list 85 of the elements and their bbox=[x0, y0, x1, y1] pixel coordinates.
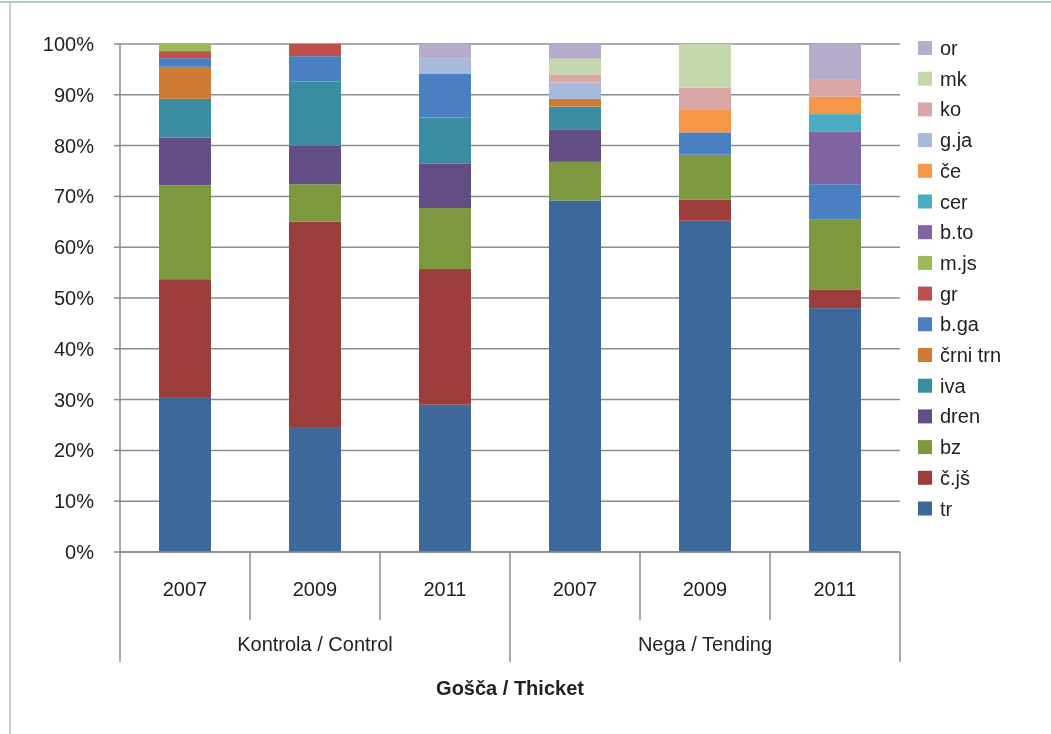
legend-label: dren bbox=[940, 405, 981, 428]
bar bbox=[289, 81, 341, 146]
y-tick-label: 70% bbox=[53, 185, 95, 208]
x-tick-label: 2007 bbox=[162, 578, 208, 600]
legend-label: b.to bbox=[940, 221, 974, 244]
x-tick-label: 2011 bbox=[813, 578, 857, 600]
legend-label: gr bbox=[940, 282, 959, 305]
legend-label: črni trn bbox=[940, 344, 1002, 366]
bar bbox=[419, 117, 471, 164]
bar bbox=[159, 98, 211, 138]
y-tick-label: 60% bbox=[53, 236, 95, 259]
y-tick-label: 50% bbox=[53, 287, 95, 309]
y-tick-label: 20% bbox=[53, 439, 95, 462]
bar bbox=[679, 87, 731, 111]
bar bbox=[289, 145, 341, 185]
y-tick-label: 90% bbox=[53, 83, 95, 106]
legend-label: or bbox=[940, 37, 959, 59]
bar bbox=[809, 219, 861, 290]
legend-label: če bbox=[940, 159, 962, 182]
legend-label: g.ja bbox=[940, 129, 974, 152]
bar bbox=[549, 74, 601, 83]
bar bbox=[679, 44, 731, 88]
bar bbox=[419, 163, 471, 209]
bar bbox=[549, 161, 601, 201]
text: Kontrola / Control bbox=[237, 633, 393, 655]
x-tick-label: 2011 bbox=[423, 578, 467, 600]
bar bbox=[549, 106, 601, 130]
bar bbox=[159, 66, 211, 99]
bar bbox=[679, 220, 731, 552]
bar bbox=[419, 269, 471, 405]
bar bbox=[159, 397, 211, 552]
bar bbox=[289, 184, 341, 222]
bar bbox=[289, 221, 341, 428]
legend-label: bz bbox=[940, 436, 962, 459]
y-tick-label: 80% bbox=[53, 134, 95, 157]
bar bbox=[809, 44, 861, 80]
legend-label: b.ga bbox=[940, 313, 980, 336]
bar bbox=[419, 58, 471, 74]
bar bbox=[419, 73, 471, 118]
x-tick-label: 2007 bbox=[552, 578, 598, 600]
bar bbox=[809, 308, 861, 552]
legend-label: mk bbox=[940, 67, 968, 90]
legend-label: ko bbox=[940, 98, 962, 121]
bar bbox=[679, 110, 731, 133]
bar bbox=[549, 44, 601, 59]
bar bbox=[809, 184, 861, 220]
bar bbox=[809, 114, 861, 132]
bar bbox=[549, 58, 601, 75]
bar bbox=[289, 56, 341, 82]
legend-label: cer bbox=[940, 190, 969, 213]
bar bbox=[289, 44, 341, 57]
x-tick-label: 2009 bbox=[292, 578, 338, 600]
y-tick-label: 10% bbox=[53, 490, 95, 513]
bar bbox=[809, 79, 861, 97]
x-tick-label: 2009 bbox=[682, 578, 728, 600]
legend-label: m.js bbox=[940, 251, 977, 274]
bar bbox=[159, 58, 211, 67]
y-tick-label: 100% bbox=[42, 33, 95, 55]
bar bbox=[419, 404, 471, 552]
bar bbox=[159, 185, 211, 280]
text: Nega / Tending bbox=[637, 633, 773, 655]
bar bbox=[549, 129, 601, 162]
legend-label: iva bbox=[940, 374, 967, 397]
x-axis-title: Gošča / Thicket bbox=[436, 677, 585, 699]
y-tick-label: 0% bbox=[65, 541, 95, 563]
bar bbox=[679, 132, 731, 155]
bar bbox=[159, 51, 211, 59]
bar bbox=[419, 208, 471, 270]
bar bbox=[159, 44, 211, 52]
bar bbox=[679, 199, 731, 221]
bar bbox=[159, 137, 211, 186]
bar bbox=[809, 96, 861, 115]
bar bbox=[419, 44, 471, 59]
bar bbox=[679, 154, 731, 200]
bar bbox=[549, 200, 601, 552]
y-tick-label: 30% bbox=[53, 388, 95, 411]
bar bbox=[549, 98, 601, 107]
y-tick-label: 40% bbox=[53, 337, 95, 360]
legend-label: tr bbox=[940, 497, 953, 520]
bar bbox=[289, 427, 341, 552]
bar bbox=[809, 289, 861, 309]
legend-label: č.jš bbox=[940, 466, 970, 489]
bar bbox=[549, 82, 601, 99]
bar bbox=[809, 131, 861, 185]
bar bbox=[159, 279, 211, 398]
